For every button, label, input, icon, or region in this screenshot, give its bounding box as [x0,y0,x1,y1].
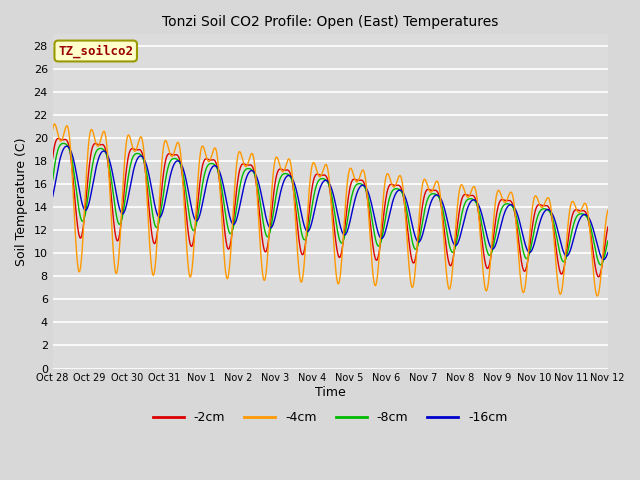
X-axis label: Time: Time [315,386,346,399]
Text: TZ_soilco2: TZ_soilco2 [58,44,133,58]
Title: Tonzi Soil CO2 Profile: Open (East) Temperatures: Tonzi Soil CO2 Profile: Open (East) Temp… [162,15,499,29]
Y-axis label: Soil Temperature (C): Soil Temperature (C) [15,137,28,266]
Legend: -2cm, -4cm, -8cm, -16cm: -2cm, -4cm, -8cm, -16cm [148,406,513,429]
